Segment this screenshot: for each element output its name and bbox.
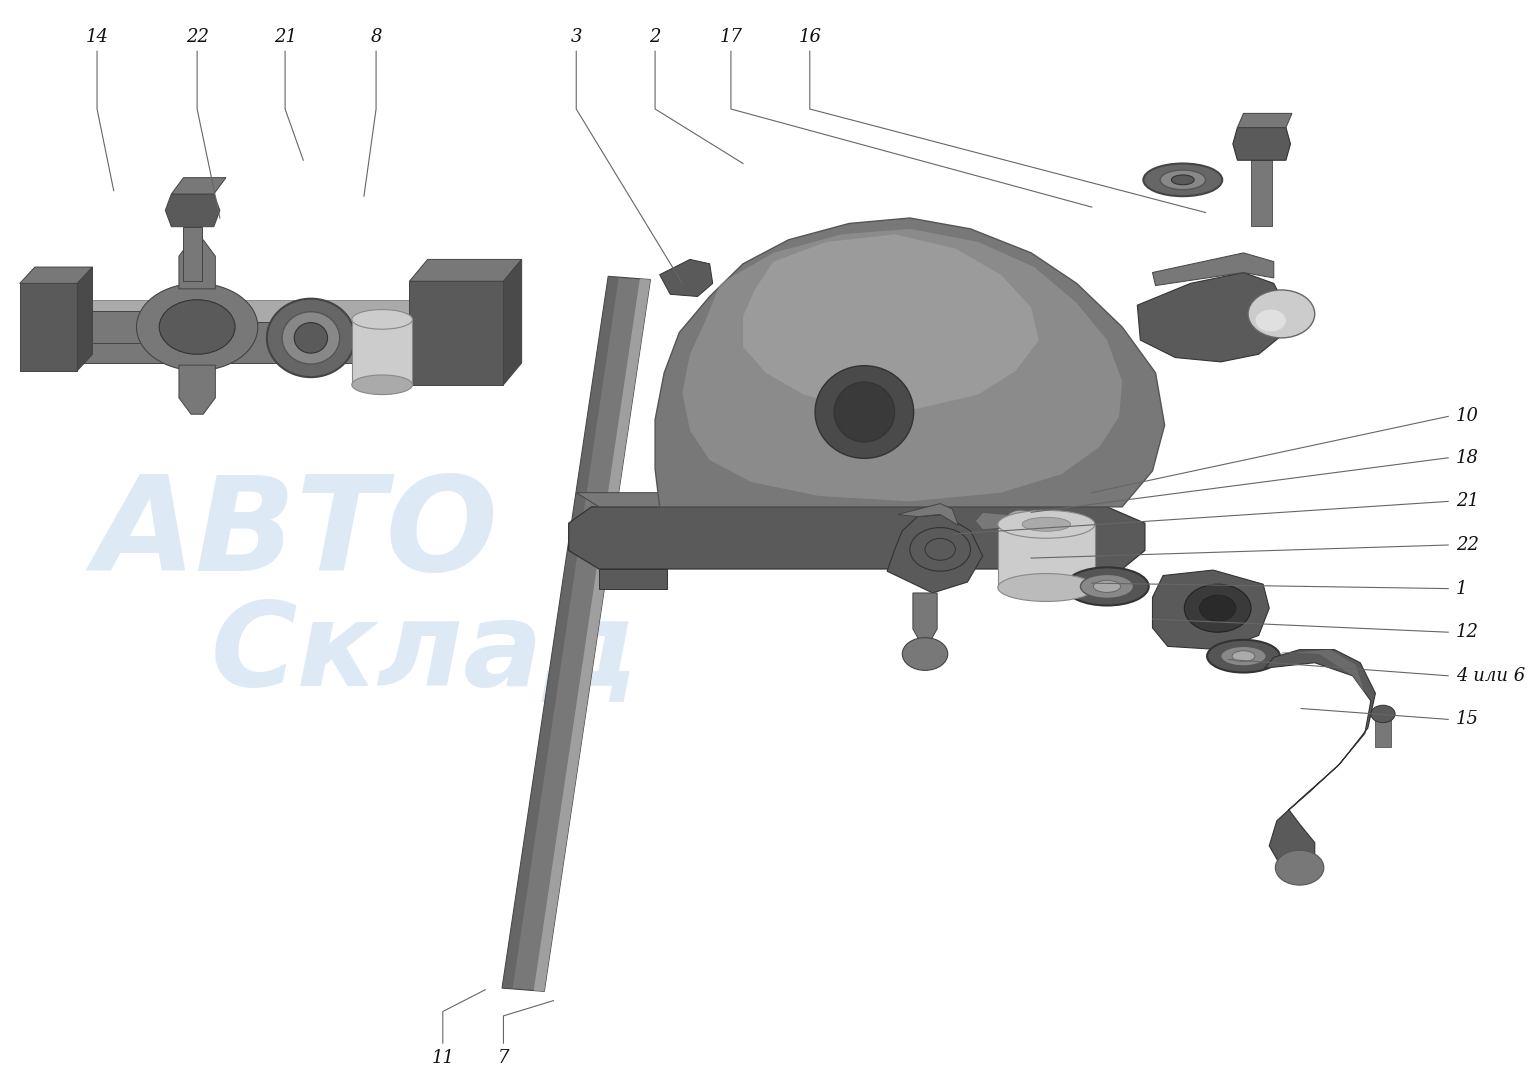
Polygon shape	[1152, 570, 1269, 650]
Polygon shape	[743, 234, 1038, 409]
Polygon shape	[1375, 714, 1390, 747]
Polygon shape	[171, 178, 226, 194]
Polygon shape	[40, 300, 448, 322]
Ellipse shape	[1232, 651, 1255, 662]
Polygon shape	[352, 319, 412, 385]
Polygon shape	[569, 507, 1144, 569]
Polygon shape	[598, 569, 667, 589]
Polygon shape	[577, 493, 1130, 507]
Ellipse shape	[294, 323, 328, 353]
Text: 22: 22	[186, 27, 209, 46]
Circle shape	[1247, 290, 1315, 338]
Text: 1: 1	[1456, 580, 1467, 597]
Circle shape	[910, 528, 970, 571]
Circle shape	[137, 283, 258, 371]
Polygon shape	[409, 281, 503, 385]
Polygon shape	[183, 227, 201, 281]
Text: 14: 14	[86, 27, 109, 46]
Text: Склад: Склад	[211, 596, 638, 712]
Circle shape	[1200, 595, 1237, 621]
Ellipse shape	[1172, 175, 1193, 185]
Text: 22: 22	[1456, 536, 1478, 554]
Text: 18: 18	[1456, 449, 1478, 467]
Polygon shape	[975, 512, 1021, 530]
Ellipse shape	[1094, 580, 1121, 593]
Text: 4 или 6: 4 или 6	[1456, 667, 1526, 685]
Ellipse shape	[1081, 574, 1134, 598]
Ellipse shape	[1023, 518, 1070, 531]
Polygon shape	[409, 259, 521, 281]
Text: 16: 16	[798, 27, 821, 46]
Polygon shape	[40, 322, 448, 363]
Text: 21: 21	[274, 27, 297, 46]
Polygon shape	[501, 277, 651, 991]
Text: 12: 12	[1456, 623, 1478, 641]
Polygon shape	[178, 240, 215, 289]
Text: 2: 2	[649, 27, 661, 46]
Ellipse shape	[268, 299, 355, 377]
Ellipse shape	[281, 312, 340, 364]
Polygon shape	[77, 267, 92, 371]
Text: 10: 10	[1456, 408, 1478, 425]
Polygon shape	[1250, 160, 1272, 226]
Ellipse shape	[352, 375, 412, 395]
Polygon shape	[503, 259, 521, 385]
Ellipse shape	[1143, 164, 1223, 196]
Polygon shape	[1264, 650, 1375, 872]
Polygon shape	[1137, 272, 1286, 362]
Text: 17: 17	[720, 27, 743, 46]
Polygon shape	[178, 365, 215, 414]
Text: 7: 7	[498, 1049, 509, 1067]
Polygon shape	[660, 259, 712, 296]
Text: 15: 15	[1456, 711, 1478, 728]
Circle shape	[1184, 584, 1250, 632]
Polygon shape	[20, 267, 92, 283]
Polygon shape	[898, 504, 958, 525]
Polygon shape	[165, 194, 220, 227]
Circle shape	[1275, 850, 1324, 885]
Circle shape	[160, 300, 235, 354]
Polygon shape	[1152, 253, 1273, 286]
Polygon shape	[683, 229, 1123, 501]
Polygon shape	[914, 593, 937, 640]
Ellipse shape	[1160, 170, 1206, 190]
Ellipse shape	[1066, 567, 1149, 606]
Ellipse shape	[998, 510, 1095, 538]
Polygon shape	[887, 514, 983, 593]
Circle shape	[903, 638, 947, 670]
Circle shape	[1006, 510, 1035, 532]
Polygon shape	[35, 311, 140, 343]
Ellipse shape	[352, 310, 412, 329]
Polygon shape	[534, 279, 651, 991]
Polygon shape	[1238, 113, 1292, 128]
Text: 11: 11	[431, 1049, 454, 1067]
Polygon shape	[655, 218, 1164, 507]
Circle shape	[924, 538, 955, 560]
Polygon shape	[1277, 650, 1364, 693]
Ellipse shape	[998, 573, 1095, 602]
Ellipse shape	[834, 383, 895, 443]
Ellipse shape	[1221, 646, 1266, 666]
Ellipse shape	[815, 366, 914, 459]
Polygon shape	[998, 524, 1095, 588]
Text: 8: 8	[371, 27, 381, 46]
Circle shape	[1370, 705, 1395, 723]
Polygon shape	[501, 277, 618, 989]
Text: АВТО: АВТО	[94, 471, 498, 597]
Polygon shape	[1233, 128, 1290, 160]
Polygon shape	[20, 283, 77, 371]
Polygon shape	[1030, 569, 1107, 589]
Circle shape	[1255, 310, 1286, 331]
Ellipse shape	[1207, 640, 1280, 673]
Text: 21: 21	[1456, 493, 1478, 510]
Text: 3: 3	[571, 27, 581, 46]
